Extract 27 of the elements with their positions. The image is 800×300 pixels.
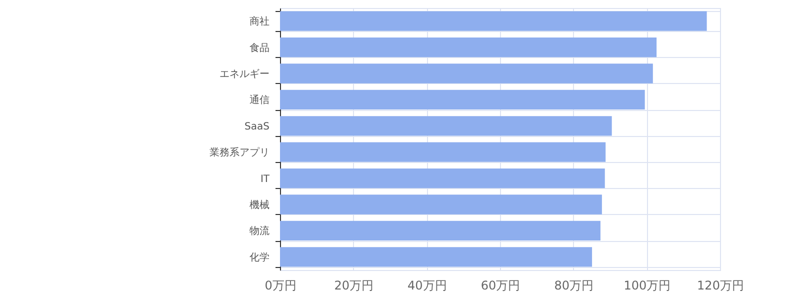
bar bbox=[280, 37, 657, 58]
y-tick-label: SaaS bbox=[244, 121, 270, 132]
bar bbox=[280, 142, 606, 162]
y-tick-label: 業務系アプリ bbox=[210, 146, 270, 159]
y-tick-label: 食品 bbox=[250, 42, 270, 54]
bar bbox=[280, 64, 653, 84]
bar bbox=[280, 11, 707, 31]
y-tick-label: 機械 bbox=[250, 199, 270, 211]
bar bbox=[280, 116, 612, 136]
bar bbox=[280, 168, 605, 188]
x-tick-label: 60万円 bbox=[480, 278, 520, 292]
bar bbox=[280, 194, 602, 214]
x-tick-label: 40万円 bbox=[408, 278, 447, 292]
y-tick-label: 物流 bbox=[250, 225, 270, 238]
x-tick-label: 0万円 bbox=[264, 278, 296, 292]
x-tick-label: 20万円 bbox=[334, 278, 374, 292]
bar bbox=[280, 247, 592, 267]
bar bbox=[280, 220, 600, 241]
y-tick-label: 商社 bbox=[250, 16, 270, 28]
x-tick-label: 80万円 bbox=[554, 278, 594, 292]
x-tick-label: 120万円 bbox=[697, 278, 744, 292]
y-tick-label: IT bbox=[260, 174, 270, 185]
y-tick-label: エネルギー bbox=[220, 68, 270, 80]
y-tick-label: 通信 bbox=[250, 94, 270, 106]
y-tick-label: 化学 bbox=[250, 251, 270, 264]
bar bbox=[280, 90, 645, 110]
x-tick-label: 100万円 bbox=[624, 278, 671, 292]
